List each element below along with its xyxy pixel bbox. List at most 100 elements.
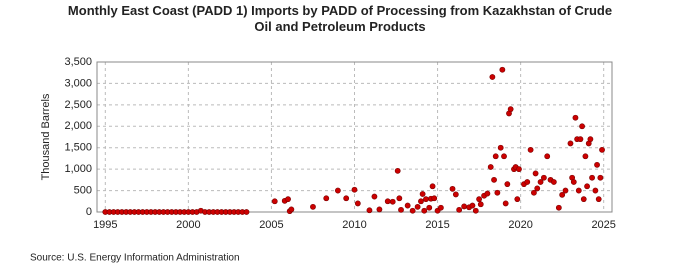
point bbox=[577, 136, 584, 143]
point bbox=[550, 179, 557, 185]
point bbox=[531, 189, 537, 196]
point bbox=[524, 179, 531, 185]
point bbox=[562, 187, 569, 194]
y-tick-label: 3,000 bbox=[64, 77, 92, 89]
point bbox=[414, 203, 421, 210]
point bbox=[426, 204, 433, 211]
point bbox=[310, 203, 316, 210]
y-tick-label: 3,500 bbox=[64, 56, 92, 68]
point bbox=[497, 144, 504, 151]
point bbox=[484, 190, 491, 197]
point bbox=[421, 207, 428, 214]
point bbox=[384, 198, 391, 205]
point bbox=[456, 206, 463, 213]
point bbox=[418, 198, 424, 205]
point bbox=[587, 136, 594, 143]
y-tick-label: 1,000 bbox=[64, 163, 92, 175]
y-tick-label: 0 bbox=[86, 206, 92, 218]
point bbox=[499, 66, 506, 73]
x-tick-label: 2000 bbox=[176, 219, 200, 231]
point bbox=[507, 106, 514, 113]
point bbox=[492, 153, 499, 160]
point bbox=[398, 206, 404, 213]
point bbox=[537, 179, 544, 185]
point bbox=[487, 164, 494, 170]
point bbox=[584, 183, 590, 190]
point bbox=[354, 200, 361, 207]
point bbox=[491, 176, 497, 183]
point bbox=[579, 123, 585, 130]
point bbox=[594, 161, 600, 168]
point bbox=[351, 186, 358, 193]
point bbox=[572, 114, 579, 121]
point bbox=[595, 196, 602, 203]
point bbox=[472, 207, 479, 214]
point bbox=[431, 195, 438, 202]
point bbox=[532, 170, 539, 177]
point bbox=[389, 198, 396, 205]
point bbox=[502, 200, 509, 207]
point bbox=[271, 198, 278, 205]
point bbox=[589, 174, 595, 181]
point bbox=[570, 179, 577, 185]
point bbox=[477, 201, 484, 208]
point bbox=[516, 166, 522, 173]
x-tick-label: 2025 bbox=[591, 219, 615, 231]
point bbox=[527, 146, 534, 153]
point bbox=[419, 191, 426, 197]
y-axis-label: Thousand Barrels bbox=[40, 93, 52, 180]
point bbox=[555, 204, 562, 211]
point bbox=[559, 191, 566, 198]
point bbox=[514, 196, 521, 203]
point bbox=[534, 185, 541, 192]
point bbox=[494, 189, 501, 196]
y-tick-label: 2,000 bbox=[64, 120, 92, 132]
point bbox=[429, 183, 436, 190]
point bbox=[334, 187, 341, 194]
point bbox=[323, 195, 330, 202]
chart-title: Monthly East Coast (PADD 1) Imports by P… bbox=[67, 3, 613, 34]
x-tick-label: 1995 bbox=[93, 219, 117, 231]
point bbox=[582, 153, 589, 160]
point bbox=[371, 193, 378, 200]
x-tick-label: 2020 bbox=[508, 219, 532, 231]
point bbox=[396, 195, 403, 202]
point bbox=[597, 174, 604, 181]
point bbox=[288, 206, 295, 213]
point bbox=[404, 202, 411, 209]
point bbox=[575, 187, 582, 194]
point bbox=[452, 191, 459, 198]
point bbox=[437, 204, 444, 211]
y-tick-label: 500 bbox=[74, 184, 92, 196]
point bbox=[343, 195, 350, 202]
x-tick-label: 2010 bbox=[342, 219, 366, 231]
point bbox=[476, 196, 482, 203]
plot-frame bbox=[96, 61, 613, 213]
point bbox=[580, 196, 587, 203]
point bbox=[540, 174, 547, 181]
point bbox=[394, 167, 401, 174]
point bbox=[501, 153, 507, 160]
point bbox=[449, 185, 456, 192]
point bbox=[504, 181, 511, 188]
point bbox=[599, 146, 605, 153]
point bbox=[489, 74, 496, 80]
point bbox=[243, 209, 250, 215]
point bbox=[567, 140, 574, 147]
point bbox=[423, 196, 429, 203]
y-tick-label: 2,500 bbox=[64, 99, 92, 111]
point bbox=[285, 196, 291, 203]
y-tick-label: 1,500 bbox=[64, 142, 92, 154]
x-tick-label: 2005 bbox=[259, 219, 283, 231]
source: Source: U.S. Energy Information Administ… bbox=[30, 253, 240, 264]
point bbox=[544, 153, 551, 160]
point bbox=[592, 187, 599, 194]
point bbox=[376, 206, 383, 213]
point bbox=[409, 207, 416, 214]
point bbox=[461, 203, 468, 210]
x-tick-label: 2015 bbox=[425, 219, 449, 231]
point bbox=[469, 202, 476, 209]
point bbox=[366, 207, 373, 214]
